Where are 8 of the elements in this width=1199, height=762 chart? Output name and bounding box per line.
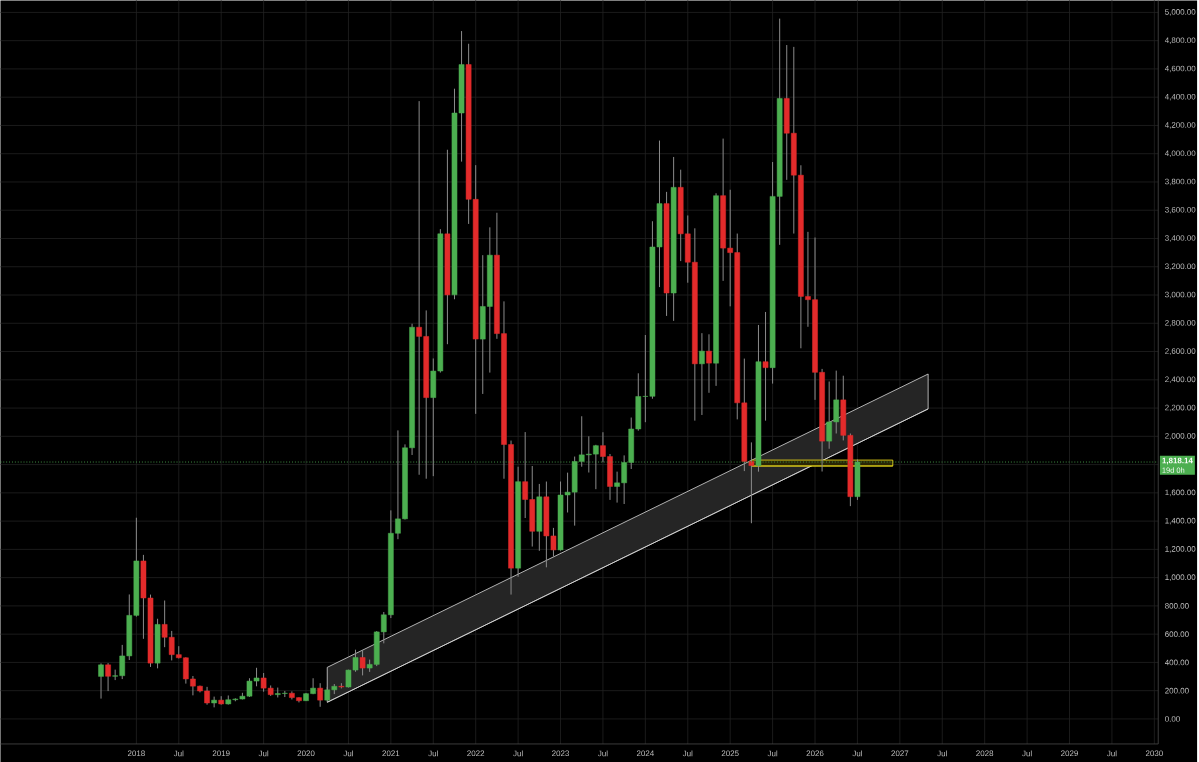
candlestick [211,696,217,708]
candlestick [699,332,705,416]
candlestick [317,682,323,708]
candlestick [706,333,712,394]
candlestick [98,662,104,700]
candlestick [762,311,769,422]
candlestick [105,662,111,692]
candlestick [359,649,366,676]
